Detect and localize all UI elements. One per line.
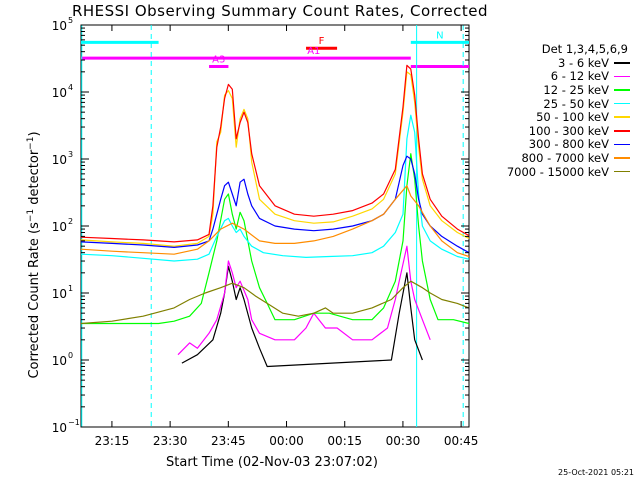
y-axis-unit-exp1: −1 bbox=[25, 208, 36, 223]
series-layer bbox=[80, 64, 470, 368]
legend-title: Det 1,3,4,5,6,9 bbox=[541, 42, 628, 56]
series-line-7 bbox=[80, 185, 470, 258]
y-tick-label: 10 bbox=[52, 287, 67, 301]
legend-swatch bbox=[614, 157, 630, 159]
x-axis-label: Start Time (02-Nov-03 23:07:02) bbox=[166, 455, 378, 470]
y-axis-unit-open: (s bbox=[27, 222, 43, 234]
x-tick-label: 00:00 bbox=[269, 434, 304, 448]
y-axis-unit-exp2: −1 bbox=[25, 136, 36, 150]
legend-label: 3 - 6 keV bbox=[558, 55, 609, 70]
legend-swatch bbox=[614, 130, 630, 132]
series-line-6 bbox=[80, 155, 470, 254]
legend-label: 50 - 100 keV bbox=[536, 110, 609, 125]
legend-swatch bbox=[614, 89, 630, 91]
x-tick-label: 00:15 bbox=[327, 434, 362, 448]
legend-swatch bbox=[614, 170, 630, 173]
y-tick-exponent: 1 bbox=[68, 284, 73, 293]
series-line-3 bbox=[80, 114, 470, 262]
legend-item: 50 - 100 keV bbox=[486, 110, 630, 124]
y-tick-exponent: 4 bbox=[68, 83, 73, 92]
annotation-layer: N FA1 A3 bbox=[81, 30, 469, 69]
y-tick-exponent: 0 bbox=[68, 351, 73, 360]
x-tick-label: 00:45 bbox=[444, 434, 479, 448]
series-line-4 bbox=[80, 71, 470, 247]
x-tick-label: 23:45 bbox=[211, 434, 246, 448]
x-tick-label: 23:30 bbox=[153, 434, 188, 448]
annotation-label-A1: A1 bbox=[307, 46, 320, 57]
legend-item: 800 - 7000 keV bbox=[486, 151, 630, 165]
legend-item: 6 - 12 keV bbox=[486, 69, 630, 84]
legend-swatch bbox=[614, 116, 630, 118]
footer-timestamp: 25-Oct-2021 05:21 bbox=[558, 468, 634, 477]
legend-item: 300 - 800 keV bbox=[486, 137, 630, 152]
series-line-1 bbox=[177, 245, 431, 356]
legend-swatch bbox=[614, 62, 630, 64]
legend: Det 1,3,4,5,6,9 3 - 6 keV 6 - 12 keV 12 - … bbox=[486, 42, 630, 179]
y-axis-label-text: Corrected Count Rate bbox=[27, 238, 43, 379]
y-tick-exponent: 2 bbox=[68, 217, 73, 226]
y-axis-label: Corrected Count Rate (s−1 detector−1) bbox=[26, 131, 42, 378]
y-tick-exponent: 3 bbox=[68, 150, 73, 159]
legend-label: 7000 - 15000 keV bbox=[506, 164, 609, 179]
legend-label: 6 - 12 keV bbox=[550, 69, 609, 84]
y-tick-label: 10 bbox=[52, 153, 67, 167]
legend-swatch bbox=[614, 75, 630, 78]
y-axis-unit-mid: detector bbox=[27, 149, 43, 209]
y-tick-exponent: −1 bbox=[68, 418, 80, 427]
y-tick-label: 10 bbox=[52, 19, 67, 33]
y-tick-exponent: 5 bbox=[68, 16, 73, 25]
y-tick-label: 10 bbox=[52, 86, 67, 100]
legend-swatch bbox=[614, 143, 630, 146]
y-axis-unit-close: ) bbox=[27, 131, 43, 137]
series-line-2 bbox=[81, 153, 470, 325]
legend-swatch bbox=[614, 102, 630, 105]
legend-item: 7000 - 15000 keV bbox=[486, 165, 630, 179]
series-line-0 bbox=[181, 265, 423, 368]
series-line-5 bbox=[80, 64, 470, 243]
annotation-label-F: F bbox=[319, 36, 325, 47]
y-tick-label: 10 bbox=[52, 421, 67, 435]
annotation-label-A3: A3 bbox=[212, 55, 225, 66]
legend-label: 100 - 300 keV bbox=[528, 123, 609, 138]
legend-label: 25 - 50 keV bbox=[543, 96, 609, 111]
y-tick-label: 10 bbox=[52, 354, 67, 368]
legend-label: 800 - 7000 keV bbox=[521, 150, 609, 165]
legend-item: 100 - 300 keV bbox=[486, 124, 630, 138]
legend-label: 300 - 800 keV bbox=[528, 137, 609, 152]
x-tick-label: 00:30 bbox=[386, 434, 421, 448]
chart-title: RHESSI Observing Summary Count Rates, Co… bbox=[71, 2, 489, 20]
legend-item: 25 - 50 keV bbox=[486, 97, 630, 111]
legend-item: 3 - 6 keV bbox=[486, 56, 630, 70]
x-tick-label: 23:15 bbox=[95, 434, 130, 448]
series-line-8 bbox=[80, 280, 470, 325]
legend-item: 12 - 25 keV bbox=[486, 83, 630, 97]
annotation-label-N: N bbox=[436, 30, 443, 41]
y-tick-label: 10 bbox=[52, 220, 67, 234]
legend-label: 12 - 25 keV bbox=[543, 82, 609, 97]
